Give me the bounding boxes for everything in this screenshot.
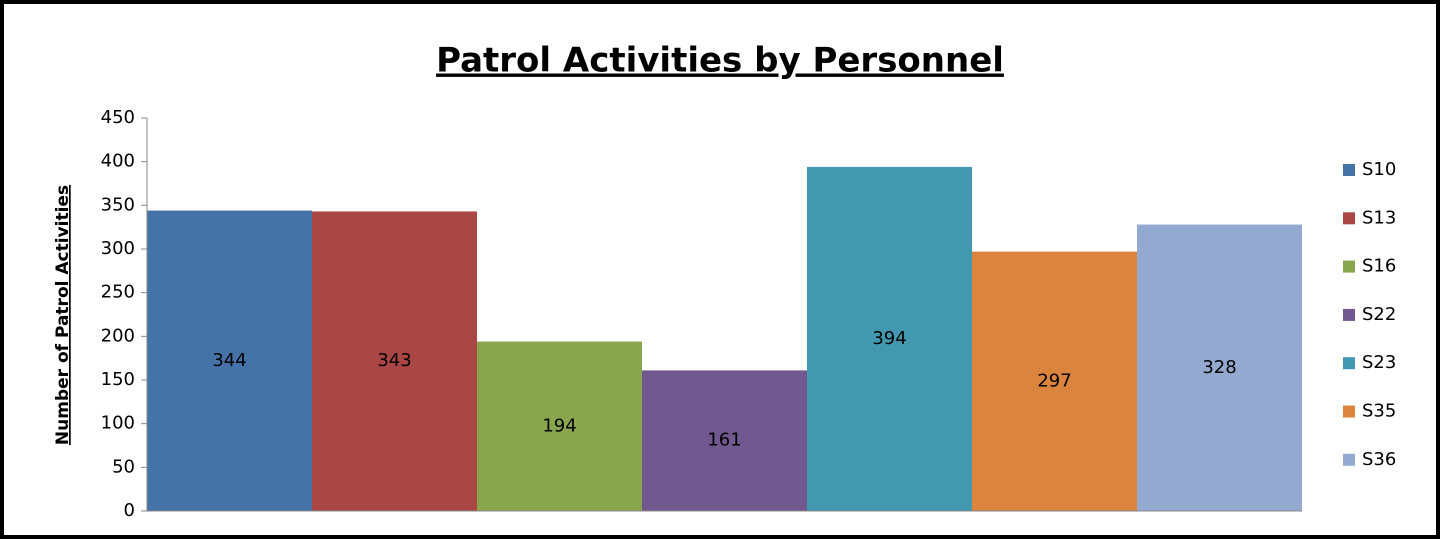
bar [147, 210, 312, 511]
y-axis-label: Number of Patrol Activities [53, 185, 73, 445]
legend-swatch [1343, 357, 1355, 370]
y-tick-label: 200 [101, 325, 135, 346]
y-tick-label: 50 [112, 456, 135, 477]
legend-label: S36 [1362, 449, 1396, 470]
legend-label: S22 [1362, 304, 1396, 325]
data-label: 194 [542, 415, 576, 436]
y-tick-label: 450 [101, 107, 135, 128]
legend-swatch [1343, 405, 1355, 418]
y-tick-label: 300 [101, 238, 135, 259]
legend-swatch [1343, 308, 1355, 321]
data-label: 344 [212, 350, 246, 371]
legend-label: S10 [1362, 159, 1396, 180]
legend-swatch [1343, 260, 1355, 273]
chart-title: Patrol Activities by Personnel [436, 41, 1004, 81]
data-label: 394 [872, 328, 906, 349]
legend-swatch [1343, 164, 1355, 176]
bar [642, 370, 807, 511]
bar [972, 251, 1137, 511]
data-label: 297 [1037, 370, 1071, 391]
legend-label: S13 [1362, 207, 1396, 228]
y-tick-label: 400 [101, 151, 135, 172]
data-label: 161 [707, 430, 741, 451]
bar [1137, 224, 1302, 511]
y-tick-label: 250 [101, 282, 135, 303]
y-tick-label: 0 [124, 500, 135, 521]
y-tick-label: 100 [101, 413, 135, 434]
data-label: 328 [1202, 357, 1236, 378]
legend-swatch [1343, 212, 1355, 225]
legend-label: S16 [1362, 256, 1396, 277]
bar [477, 341, 642, 511]
legend-label: S35 [1362, 401, 1396, 422]
y-tick-label: 350 [101, 194, 135, 215]
bar [312, 211, 477, 512]
bar [807, 166, 972, 511]
y-tick-label: 150 [101, 369, 135, 390]
data-label: 343 [377, 350, 411, 371]
legend-label: S23 [1362, 352, 1396, 373]
legend-swatch [1343, 453, 1355, 466]
